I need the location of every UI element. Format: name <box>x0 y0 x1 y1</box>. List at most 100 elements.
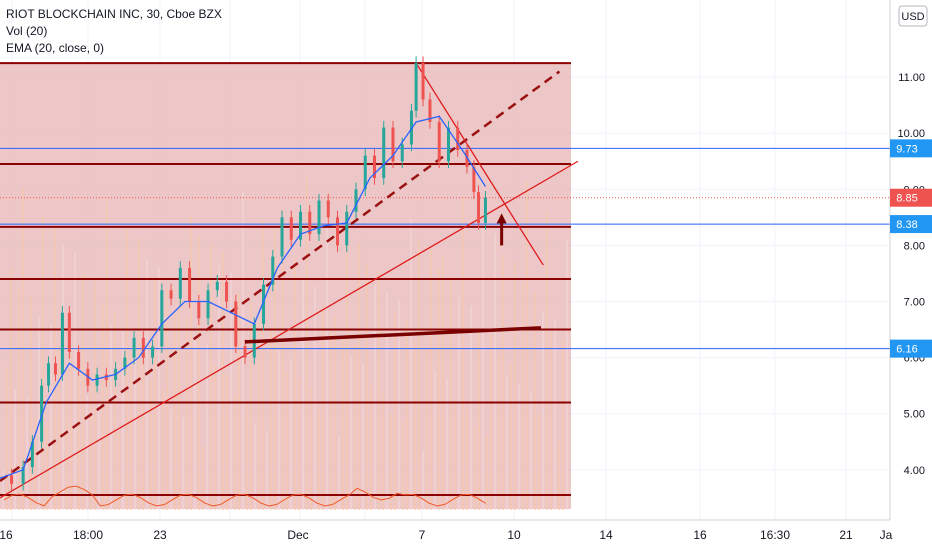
volume-bar <box>58 346 60 510</box>
candle-body <box>197 301 201 319</box>
volume-bar <box>534 290 536 510</box>
price-label-bg <box>890 339 932 358</box>
candle-body <box>363 155 367 190</box>
candle-body <box>169 290 173 299</box>
candle-body <box>382 127 386 179</box>
candle-body <box>414 63 418 111</box>
annotations[interactable] <box>244 213 542 344</box>
legend-volume[interactable]: Vol (20) <box>6 24 48 38</box>
price-label: 8.85 <box>896 193 917 205</box>
volume-bar <box>166 287 168 510</box>
price-label-bg <box>890 188 932 207</box>
candle-body <box>326 200 330 218</box>
candle-body <box>123 357 127 369</box>
volume-bar <box>90 382 92 510</box>
volume-bar <box>74 252 76 511</box>
price-axis-bg <box>890 0 932 550</box>
volume-bar <box>94 281 96 510</box>
legend-title[interactable]: RIOT BLOCKCHAIN INC, 30, Cboe BZX <box>6 7 222 21</box>
price-label: 6.16 <box>896 344 917 356</box>
volume-bar <box>322 307 324 510</box>
currency-box[interactable] <box>898 5 928 27</box>
volume-bar <box>478 326 480 510</box>
volume-bar <box>86 395 88 510</box>
volume-bar <box>18 288 20 510</box>
volume-bar <box>490 334 492 510</box>
volume-bar <box>538 412 540 510</box>
candle-body <box>178 267 182 299</box>
volume-bar <box>406 320 408 510</box>
volume-bar <box>562 340 564 510</box>
price-label-bg <box>890 215 932 234</box>
volume-bar <box>374 284 376 510</box>
price-label-bg <box>890 139 932 158</box>
volume-bar <box>46 426 48 510</box>
candle-body <box>289 217 293 240</box>
candle-body <box>234 301 238 347</box>
candle-body <box>483 197 487 223</box>
y-tick-label: 4.00 <box>904 465 925 477</box>
price-label: 8.38 <box>896 219 917 231</box>
volume-bar <box>382 393 384 510</box>
candle-body <box>372 155 376 179</box>
legend-ema[interactable]: EMA (20, close, 0) <box>6 41 105 55</box>
volume-bar <box>390 414 392 510</box>
candle-body <box>280 217 284 257</box>
volume-bar <box>146 258 148 510</box>
volume-bar <box>250 301 252 510</box>
volume-bar <box>342 335 344 510</box>
volume-bar <box>2 470 4 510</box>
blue-price-lines[interactable] <box>0 147 890 350</box>
volume-bar <box>358 242 360 510</box>
x-tick-label: 7 <box>419 528 426 542</box>
volume-bar <box>190 215 192 510</box>
volume-bar <box>558 441 560 510</box>
candle-body <box>456 127 460 151</box>
volume-bar <box>430 248 432 511</box>
y-tick-label: 5.00 <box>904 409 925 421</box>
volume-bar <box>262 220 264 510</box>
candle-body <box>308 211 312 235</box>
volume-bar <box>350 356 352 510</box>
volume-bar <box>526 181 528 511</box>
volume-bar <box>246 402 248 510</box>
candle-body <box>243 346 247 358</box>
volume-bar <box>354 343 356 510</box>
volume-bar <box>6 368 8 510</box>
volume-bar <box>122 331 124 510</box>
volume-bar <box>566 239 568 510</box>
volume-bar <box>118 432 120 510</box>
candle-body <box>188 267 192 302</box>
time-axis[interactable]: 16 18:00 23 Dec 7 10 14 16 16:30 21 Ja <box>0 519 932 550</box>
volume-ma-line <box>3 485 486 507</box>
x-tick-label: 10 <box>507 528 521 542</box>
trend-lines[interactable] <box>0 62 579 499</box>
candle-body <box>428 99 432 122</box>
currency-label[interactable]: USD <box>901 11 924 23</box>
candle-body <box>336 217 340 246</box>
volume-bar <box>214 365 216 510</box>
candle-body <box>391 127 395 162</box>
price-labels: 9.73 8.85 8.38 6.16 <box>890 139 932 358</box>
volume-bar <box>62 245 64 510</box>
candle-body <box>437 121 441 162</box>
volume-bar <box>410 219 412 510</box>
volume-bar <box>70 353 72 510</box>
x-tick-label: 18:00 <box>73 528 103 542</box>
volume-bar <box>450 277 452 510</box>
candle-body <box>21 466 25 484</box>
volume-bar <box>82 273 84 510</box>
volume-bar <box>182 417 184 510</box>
price-axis[interactable]: USD3.004.005.006.007.008.009.0010.0011.0… <box>889 0 932 550</box>
volume-bar <box>302 278 304 510</box>
volume-bar <box>242 192 244 510</box>
volume-bar <box>198 235 200 510</box>
volume-bar <box>38 317 40 510</box>
trend-line-rising-support <box>0 160 579 499</box>
volume-bar <box>202 445 204 510</box>
candle-body <box>446 127 450 162</box>
candle-body <box>30 441 34 467</box>
candle-body <box>421 63 425 100</box>
x-tick-label: 23 <box>153 528 167 542</box>
